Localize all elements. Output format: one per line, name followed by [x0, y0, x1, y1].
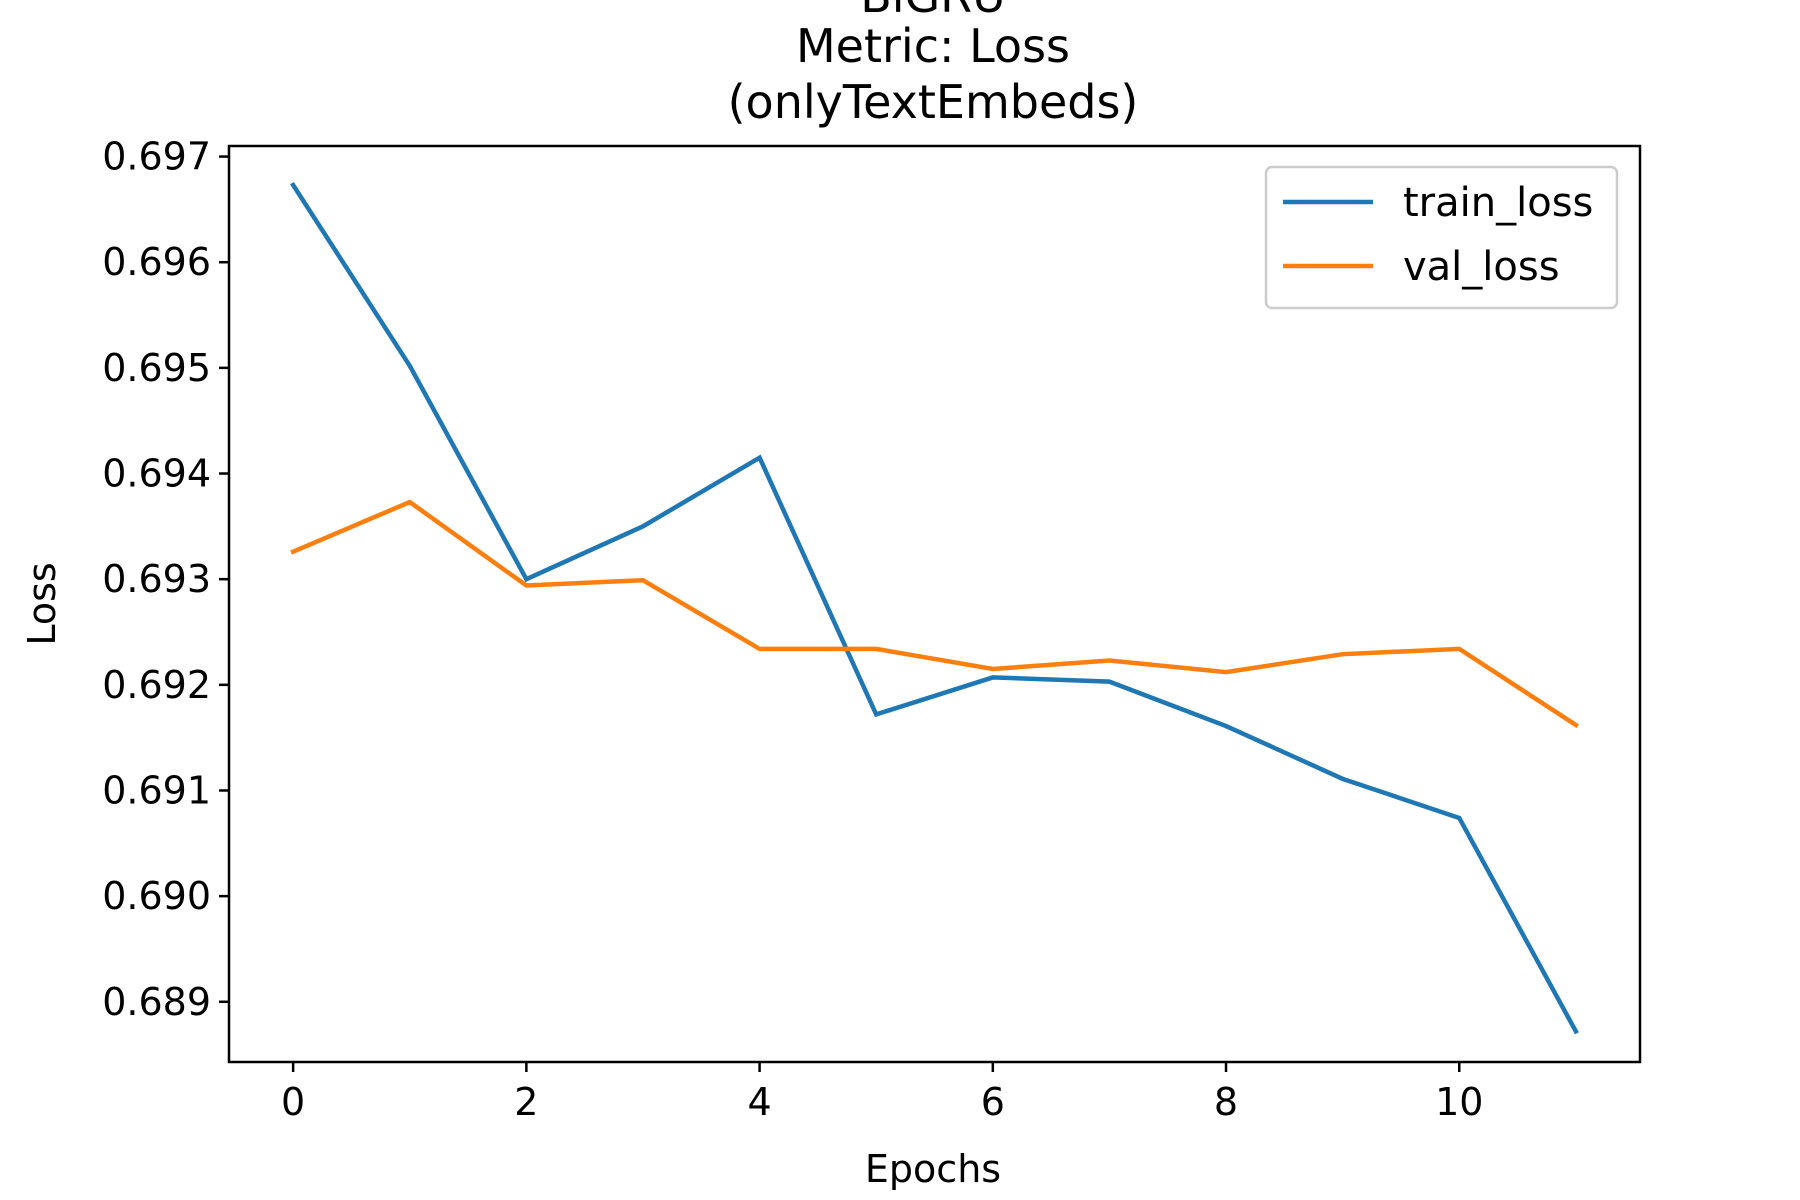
y-tick-label: 0.691	[102, 768, 211, 812]
y-tick-label: 0.696	[102, 240, 211, 284]
y-tick-label: 0.692	[102, 663, 211, 707]
y-tick-label: 0.695	[102, 346, 211, 390]
x-axis-label: Epochs	[865, 1147, 1001, 1191]
title-line-1: BiGRU	[860, 0, 1006, 23]
x-tick-label: 4	[747, 1080, 771, 1124]
title-line-3: (onlyTextEmbeds)	[728, 75, 1139, 129]
y-tick-label: 0.694	[102, 452, 211, 496]
x-tick-label: 0	[281, 1080, 305, 1124]
x-tick-label: 8	[1214, 1080, 1238, 1124]
legend-label-val-loss: val_loss	[1403, 244, 1560, 290]
y-tick-label: 0.690	[102, 874, 211, 918]
series-layer	[290, 181, 1579, 1035]
series-line-val-loss	[290, 499, 1579, 729]
legend: train_loss val_loss	[1264, 165, 1619, 310]
legend-label-train-loss: train_loss	[1403, 180, 1593, 226]
x-axis: 0 2 4 6 8 10	[281, 1062, 1483, 1124]
x-tick-label: 2	[514, 1080, 538, 1124]
y-tick-label: 0.693	[102, 557, 211, 601]
x-tick-label: 10	[1435, 1080, 1483, 1124]
title-line-2: Metric: Loss	[796, 19, 1070, 73]
x-tick-label: 6	[981, 1080, 1005, 1124]
plot-area-frame	[227, 144, 1642, 1064]
y-axis-label: Loss	[20, 562, 64, 645]
y-axis: 0.689 0.690 0.691 0.692 0.693 0.694 0.695 0.696…	[102, 135, 229, 1024]
y-tick-label: 0.689	[102, 980, 211, 1024]
y-tick-label: 0.697	[102, 135, 211, 179]
chart-title: BiGRU Metric: Loss (onlyTextEmbeds)	[728, 0, 1139, 129]
series-line-train-loss	[290, 181, 1579, 1035]
